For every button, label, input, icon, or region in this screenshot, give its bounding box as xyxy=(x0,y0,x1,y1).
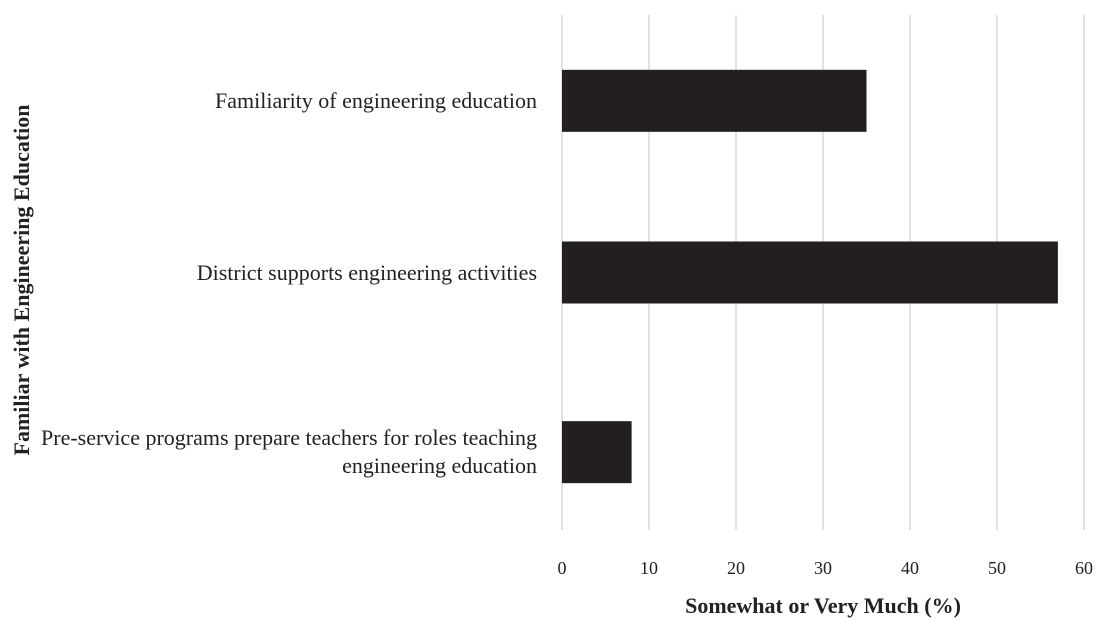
bar xyxy=(562,241,1058,304)
y-axis-title: Familiar with Engineering Education xyxy=(9,104,34,455)
y-tick-label: Pre-service programs prepare teachers fo… xyxy=(41,425,537,479)
x-tick-label: 30 xyxy=(814,558,832,578)
x-tick-label: 20 xyxy=(727,558,745,578)
bar xyxy=(562,421,632,484)
bar xyxy=(562,69,867,132)
x-tick-label: 50 xyxy=(988,558,1006,578)
x-tick-label: 0 xyxy=(558,558,567,578)
y-tick-label: Familiarity of engineering education xyxy=(215,87,537,113)
y-tick-label: District supports engineering activities xyxy=(196,259,537,285)
x-tick-label: 40 xyxy=(901,558,919,578)
x-tick-label: 10 xyxy=(640,558,658,578)
x-tick-label: 60 xyxy=(1075,558,1093,578)
x-axis-title: Somewhat or Very Much (%) xyxy=(685,593,961,618)
